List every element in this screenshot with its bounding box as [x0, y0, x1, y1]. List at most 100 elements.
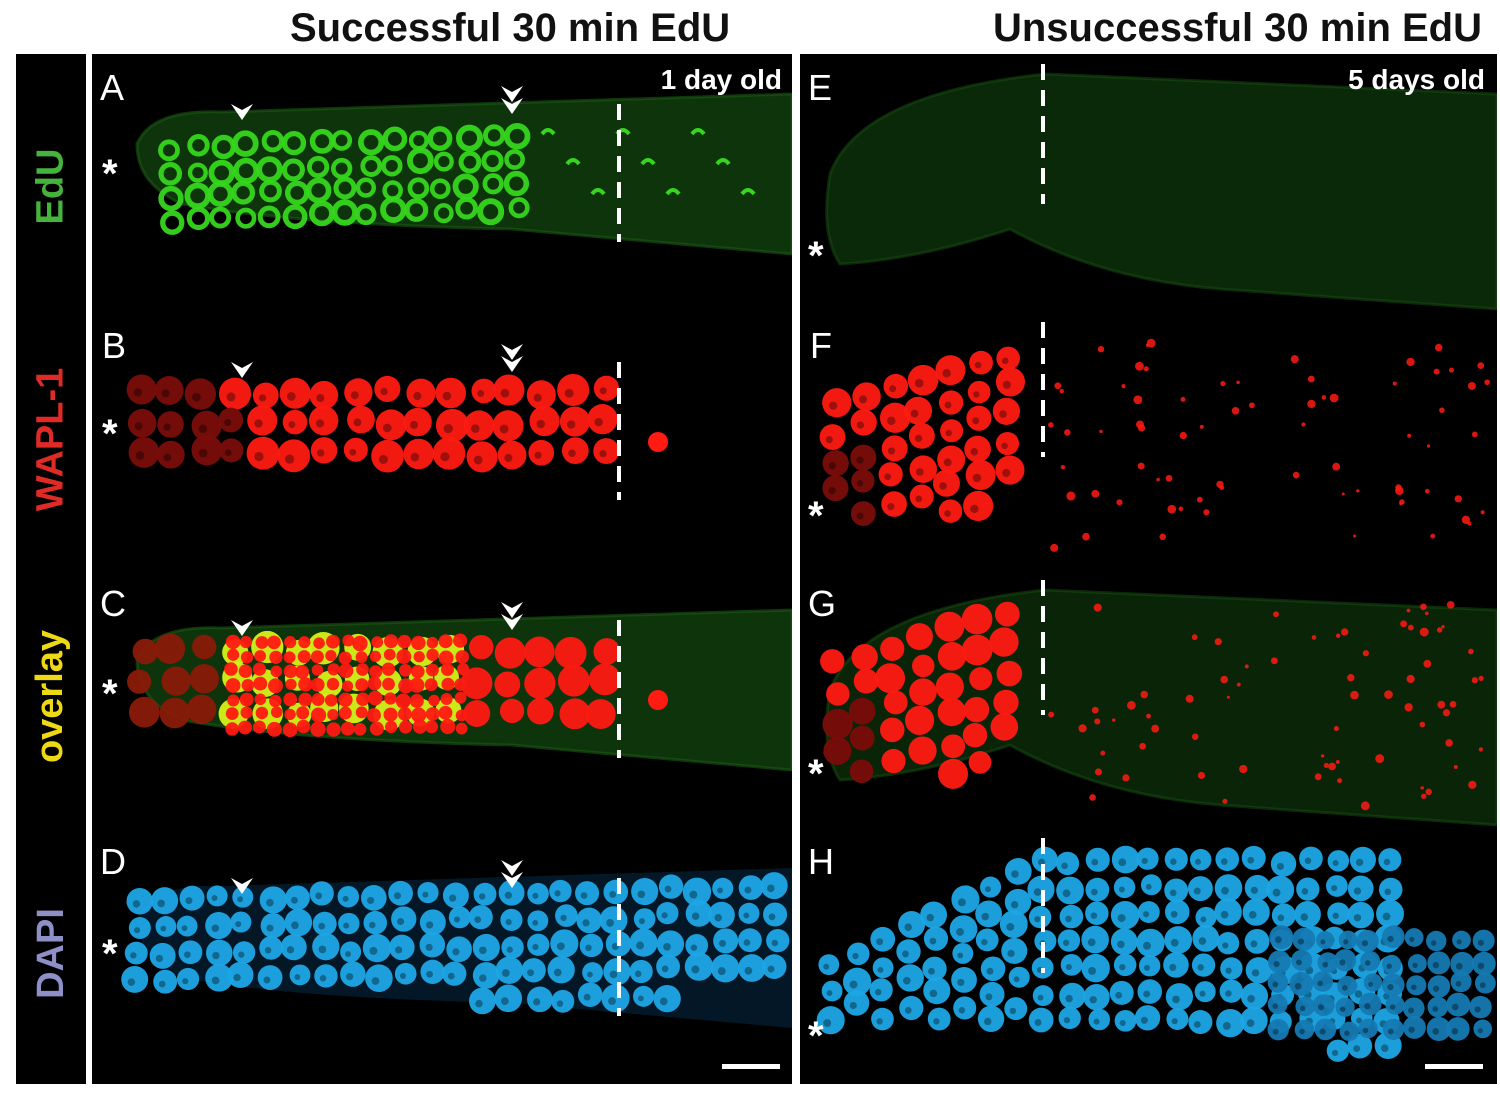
dapi-nucleus-speckle: [506, 946, 513, 953]
double-arrowhead-icon: [501, 356, 523, 372]
overlay-nucleus: [524, 667, 556, 700]
wapl1-speck: [1192, 733, 1199, 740]
dapi-nucleus-condensed: [1427, 951, 1451, 975]
wapl1-nucleus: [994, 601, 1020, 627]
dapi-nucleus-speckle: [532, 919, 539, 926]
wapl1-nucleus: [934, 611, 965, 642]
dapi-nucleus-condensed: [1312, 994, 1335, 1017]
dapi-nucleus-speckle: [638, 918, 645, 925]
wapl1-nucleus-speckle: [1002, 380, 1011, 389]
dapi-nucleus-speckle: [1199, 990, 1206, 997]
dapi-nucleus-speckle: [453, 916, 461, 923]
dapi-nucleus: [1058, 1006, 1081, 1030]
wapl1-nucleus-speckle: [443, 424, 453, 434]
wapl1-speck: [1329, 393, 1339, 403]
dapi-nucleus-speckle: [717, 967, 726, 976]
dapi-nucleus-speckle: [425, 921, 434, 929]
wapl1-speck: [1270, 657, 1278, 665]
double-arrowhead-icon: [501, 872, 523, 888]
dapi-nucleus: [389, 934, 415, 961]
wapl1-nucleus: [526, 380, 556, 410]
dapi-nucleus-speckle: [1091, 888, 1098, 896]
wapl1-nucleus: [911, 654, 935, 678]
wapl1-nucleus: [908, 736, 937, 765]
dapi-nucleus: [289, 964, 311, 986]
dapi-nucleus: [1299, 846, 1323, 871]
dapi-nucleus-speckle: [395, 946, 403, 954]
overlay-nucleus-center: [398, 678, 414, 694]
dapi-nucleus-speckle: [527, 969, 534, 977]
dapi-nucleus-speckle: [1117, 914, 1126, 923]
dapi-nucleus-speckle: [981, 912, 990, 921]
dapi-nucleus-speckle: [1091, 858, 1099, 866]
dapi-nucleus-condensed: [1406, 975, 1427, 996]
edu-labeled-nucleus: [235, 207, 257, 229]
overlay-nucleus-center: [338, 651, 352, 665]
dapi-nucleus-speckle: [158, 980, 166, 988]
wapl1-speck: [1333, 726, 1339, 732]
wapl1-speck: [1060, 465, 1066, 470]
dapi-nucleus-speckle: [211, 924, 220, 933]
overlay-nucleus-center: [426, 648, 439, 662]
overlay-nucleus-center: [227, 694, 240, 707]
dapi-nucleus-condensed-speckle: [1451, 1003, 1459, 1011]
wapl1-nucleus: [992, 397, 1020, 425]
overlay-nucleus-center: [311, 664, 324, 676]
wapl1-nucleus-speckle: [973, 391, 980, 398]
overlay-nucleus-center: [310, 650, 324, 664]
dapi-nucleus: [738, 928, 762, 953]
wapl1-speck: [1335, 633, 1341, 638]
dapi-nucleus-speckle: [1089, 996, 1097, 1004]
dapi-nucleus: [260, 913, 286, 939]
overlay-nucleus-center: [269, 694, 282, 708]
wapl1-speck: [1407, 433, 1412, 438]
wapl1-speck: [1197, 771, 1206, 780]
wapl1-speck: [1231, 406, 1240, 415]
wapl1-nucleus-speckle: [856, 480, 864, 487]
edu-labeled-nucleus: [455, 124, 484, 152]
wapl1-speck: [1430, 533, 1436, 539]
wapl1-nucleus: [279, 377, 311, 409]
edu-labeled-nucleus: [452, 173, 479, 200]
dapi-nucleus-condensed-speckle: [1408, 1026, 1415, 1033]
wapl1-nucleus-speckle: [533, 393, 542, 402]
dapi-nucleus-speckle: [1170, 910, 1178, 918]
overlay-nucleus-center: [383, 707, 398, 722]
dapi-nucleus: [1114, 1009, 1137, 1032]
dapi-nucleus: [870, 926, 896, 952]
wapl1-nucleus-speckle: [1001, 442, 1008, 450]
wapl1-speck: [1159, 533, 1166, 541]
dapi-nucleus: [629, 959, 653, 984]
dapi-nucleus-speckle: [1355, 858, 1364, 867]
overlay-nucleus-center: [284, 708, 296, 721]
dapi-nucleus: [1326, 1039, 1349, 1062]
dapi-nucleus-speckle: [1354, 990, 1363, 998]
wapl1-speck: [1290, 355, 1299, 364]
wapl1-nucleus: [848, 697, 876, 725]
wapl1-nucleus: [819, 424, 846, 450]
wapl1-nucleus-speckle: [499, 424, 509, 434]
dapi-nucleus-condensed: [1316, 931, 1335, 950]
overlay-nucleus-center: [342, 634, 355, 647]
dapi-nucleus-speckle: [1061, 862, 1068, 870]
edu-labeled-nucleus: [257, 205, 281, 229]
wapl1-speck: [1082, 532, 1090, 541]
dapi-nucleus: [1214, 898, 1242, 926]
edu-labeled-nucleus: [281, 158, 305, 182]
dapi-nucleus-condensed: [1363, 973, 1383, 992]
dapi-nucleus: [340, 961, 366, 987]
overlay-nucleus: [161, 666, 191, 696]
wapl1-speck: [1421, 793, 1427, 800]
dapi-nucleus: [312, 911, 337, 936]
dapi-nucleus-condensed: [1289, 971, 1314, 996]
wapl1-nucleus: [497, 440, 527, 470]
dapi-nucleus-speckle: [637, 995, 644, 1002]
overlay-nucleus-center: [253, 676, 268, 691]
wapl1-nucleus-speckle: [500, 388, 510, 398]
wapl1-nucleus: [849, 759, 874, 784]
edu-labeled-nucleus: [455, 196, 478, 220]
overlay-nucleus-center: [241, 679, 255, 692]
dapi-nucleus-speckle: [1141, 857, 1148, 865]
dapi-nucleus-speckle: [266, 924, 274, 932]
dapi-nucleus: [843, 990, 870, 1016]
